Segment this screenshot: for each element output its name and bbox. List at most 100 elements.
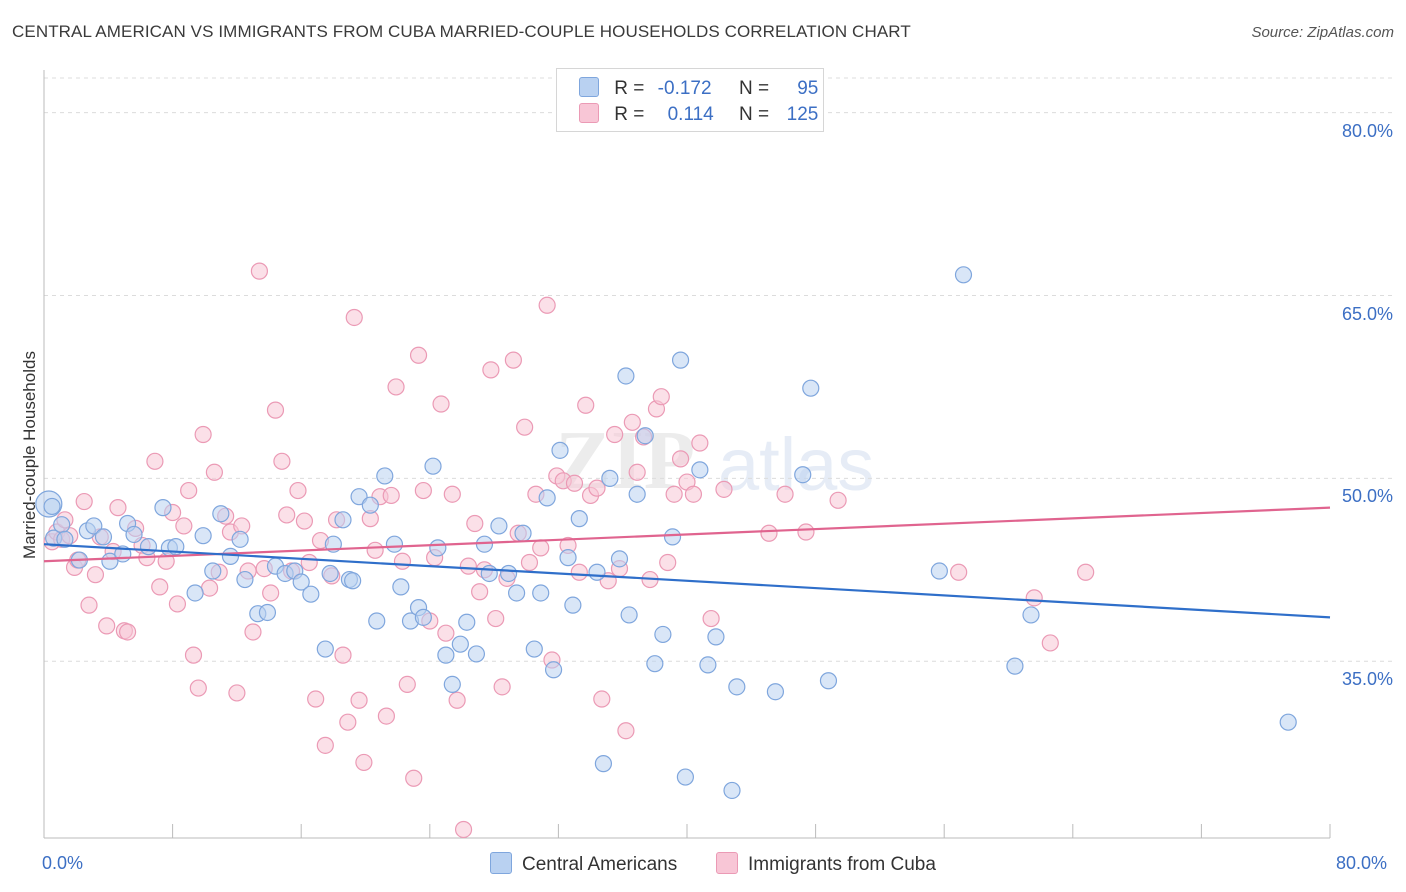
central-american-point [437, 646, 455, 664]
cuba-point [307, 690, 325, 708]
cuba-point [443, 485, 461, 503]
central-american-point [676, 768, 694, 786]
page-title: CENTRAL AMERICAN VS IMMIGRANTS FROM CUBA… [12, 22, 911, 41]
cuba-point [829, 491, 847, 509]
cuba-point [184, 646, 203, 664]
cuba-point [228, 684, 246, 702]
central-american-point [94, 528, 113, 546]
central-american-point [316, 640, 334, 658]
y-tick-label: 65.0% [1341, 303, 1393, 324]
legend-r-value: -0.172 [657, 78, 712, 99]
cuba-point [366, 541, 384, 559]
bottom-legend-label: Immigrants from Cuba [748, 854, 936, 875]
central-american-point [368, 612, 386, 630]
cuba-point [205, 463, 223, 481]
cuba-point [345, 308, 363, 327]
bottom-legend-cuba[interactable]: Immigrants from Cuba [716, 852, 936, 876]
central-american-point [663, 528, 682, 546]
cuba-point [538, 296, 556, 314]
legend-row-central-americans: R = -0.172 N = 95 [579, 77, 818, 101]
central-american-point [728, 678, 746, 696]
cuba-point [448, 691, 466, 709]
cuba-point [316, 736, 334, 754]
cuba-point [691, 434, 709, 452]
cuba-point [702, 609, 720, 628]
cuba-point [273, 452, 291, 470]
cuba-point [471, 583, 489, 601]
cuba-point [98, 617, 116, 635]
central-american-point [1279, 713, 1297, 731]
cuba-point [86, 566, 105, 584]
central-american-point [429, 539, 447, 557]
central-americans-trend-line [43, 543, 1331, 619]
central-american-point [424, 457, 442, 475]
central-american-point [186, 584, 204, 602]
cuba-point [715, 480, 733, 498]
central-american-point [458, 613, 476, 631]
cuba-point [588, 479, 606, 497]
legend-r-value: 0.114 [667, 104, 714, 125]
central-american-point [451, 635, 469, 653]
axes [43, 70, 1331, 839]
central-american-point [532, 584, 550, 602]
central-american-point [154, 499, 172, 517]
central-american-point [344, 572, 362, 590]
central-american-point [204, 562, 222, 580]
central-american-point [376, 467, 394, 485]
cuba-point [532, 539, 550, 557]
cuba-point [437, 624, 455, 642]
cuba-point [377, 707, 395, 725]
x-tick-label-max: 80.0% [1336, 853, 1388, 873]
watermark-atlas: atlas [718, 423, 874, 506]
cuba-point [671, 450, 690, 468]
cuba-point [80, 596, 98, 614]
cuba-point [180, 481, 198, 500]
central-american-point [671, 351, 690, 369]
cuba-point [250, 262, 269, 280]
central-american-point [321, 564, 339, 583]
central-american-point [636, 427, 654, 445]
legend-swatch-blue [579, 77, 599, 97]
central-american-point [467, 645, 486, 663]
central-american-point [610, 550, 629, 568]
cuba-point [760, 524, 778, 542]
central-american-point [125, 525, 143, 544]
cuba-point [606, 425, 624, 444]
cuba-point [118, 623, 137, 641]
cuba-point [339, 713, 357, 731]
bottom-legend-central-americans[interactable]: Central Americans [490, 852, 677, 876]
cuba-point [577, 396, 595, 414]
cuba-point [189, 679, 207, 697]
cuba-point [350, 691, 368, 709]
central-american-point [588, 563, 606, 581]
cuba-point [200, 579, 219, 597]
central-american-point [954, 266, 973, 284]
cuba-point [454, 820, 473, 839]
cuba-point [482, 361, 500, 379]
source-label: Source: ZipAtlas.com [1251, 24, 1394, 41]
central-american-point [443, 675, 461, 694]
central-american-point [414, 608, 432, 626]
cuba-point [355, 753, 373, 772]
central-american-point [499, 564, 518, 583]
cuba-point [168, 595, 187, 613]
cuba-point [409, 346, 428, 364]
cuba-point [493, 678, 511, 696]
central-american-point [292, 573, 310, 591]
central-american-point [231, 530, 249, 548]
cuba-point [194, 425, 212, 444]
central-american-point [56, 530, 74, 548]
legend-n-value: 95 [797, 78, 819, 99]
y-tick-label: 35.0% [1341, 669, 1393, 690]
y-tick-label: 50.0% [1341, 486, 1393, 507]
central-american-point [508, 584, 526, 602]
cuba-point [382, 486, 400, 505]
cuba-point [109, 499, 127, 517]
central-american-point [699, 656, 717, 674]
central-american-point [551, 441, 569, 459]
central-american-point [766, 683, 785, 701]
cuba-point [334, 646, 352, 664]
central-american-point [544, 661, 563, 679]
central-american-point [794, 466, 812, 484]
